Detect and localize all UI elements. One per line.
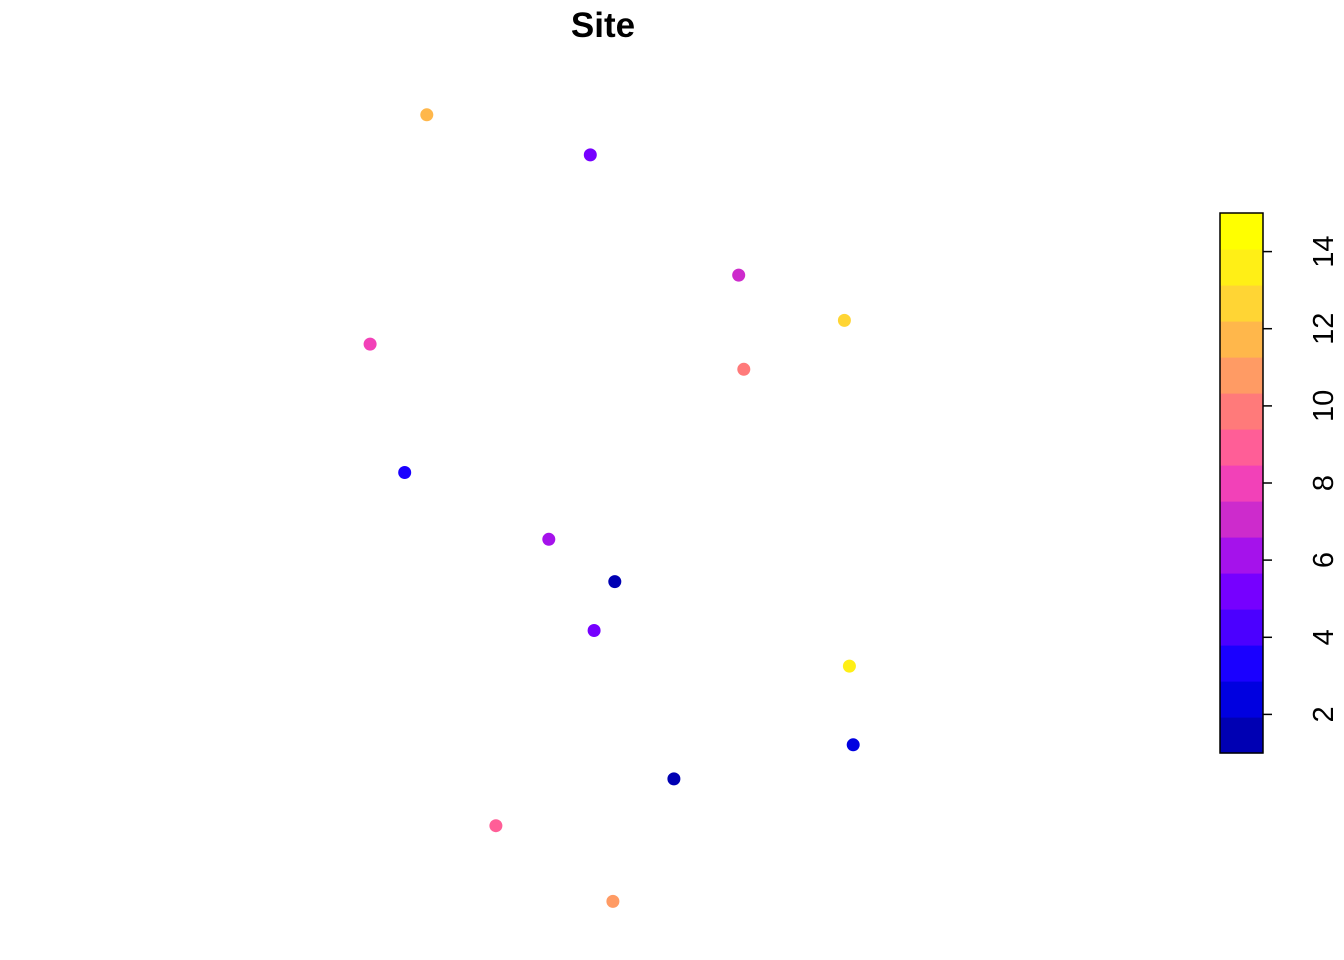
colorbar-segment-15: [1220, 213, 1263, 250]
colorbar-segment-14: [1220, 249, 1263, 286]
colorbar-segment-4: [1220, 609, 1263, 646]
colorbar: 2 4 6 8 10 12 14: [1219, 212, 1340, 754]
data-point-3: [732, 268, 746, 282]
data-point-6: [737, 362, 751, 376]
data-point-8: [542, 532, 556, 546]
colorbar-tick-label: 4: [1308, 629, 1340, 645]
colorbar-tick-label: 8: [1308, 475, 1340, 491]
colorbar-segment-12: [1220, 321, 1263, 358]
data-point-5: [363, 337, 377, 351]
colorbar-tick-label: 14: [1308, 235, 1340, 267]
data-point-4: [837, 313, 851, 327]
colorbar-tick-label: 6: [1308, 552, 1340, 568]
colorbar-segment-7: [1220, 501, 1263, 538]
data-point-2: [583, 148, 597, 162]
colorbar-segment-5: [1220, 573, 1263, 610]
colorbar-segment-6: [1220, 537, 1263, 574]
data-point-1: [420, 108, 434, 122]
data-point-9: [608, 575, 622, 589]
data-point-7: [398, 466, 412, 479]
colorbar-segment-1: [1220, 717, 1263, 754]
colorbar-segment-2: [1220, 681, 1263, 718]
points-layer: [363, 108, 860, 908]
colorbar-tick-label: 10: [1308, 390, 1340, 422]
data-point-13: [667, 772, 681, 786]
data-point-15: [606, 894, 620, 908]
colorbar-segment-8: [1220, 465, 1263, 502]
data-point-14: [489, 819, 503, 833]
data-point-11: [842, 659, 856, 673]
colorbar-segment-13: [1220, 285, 1263, 322]
data-point-10: [587, 624, 601, 637]
colorbar-segment-3: [1220, 645, 1263, 682]
chart-title: Site: [571, 6, 635, 45]
colorbar-tick-label: 12: [1308, 313, 1340, 345]
colorbar-segment-11: [1220, 357, 1263, 394]
data-point-12: [846, 738, 860, 752]
colorbar-segment-10: [1220, 393, 1263, 430]
colorbar-segment-9: [1220, 429, 1263, 466]
colorbar-tick-label: 2: [1308, 706, 1340, 722]
